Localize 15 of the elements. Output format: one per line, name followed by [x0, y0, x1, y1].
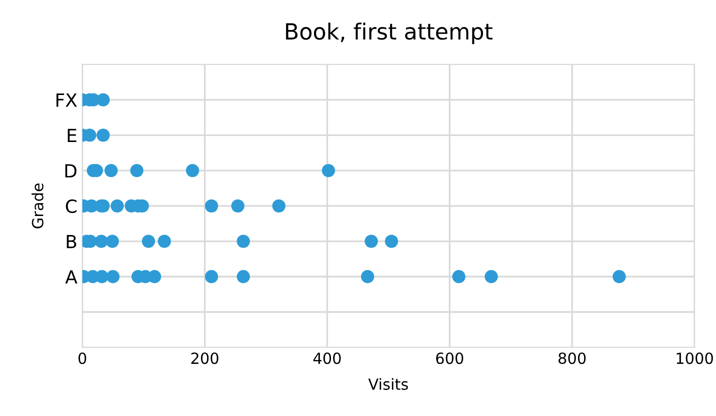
y-tick-label: D	[65, 164, 76, 178]
chart-title: Book, first attempt	[286, 22, 492, 44]
x-axis-title: Visits	[368, 378, 408, 390]
y-axis-title: Grade	[32, 183, 44, 228]
x-tick-label: 1000	[676, 352, 713, 364]
y-tick-label: B	[66, 234, 76, 248]
x-tick-label: 800	[558, 352, 586, 364]
y-tick-label: E	[68, 128, 76, 142]
x-tick-label: 400	[313, 352, 341, 364]
y-tick-label: C	[66, 199, 76, 214]
y-tick-label: FX	[56, 94, 77, 107]
x-tick-label: 600	[436, 352, 464, 364]
x-tick-label: 200	[191, 352, 218, 364]
y-tick-label: A	[65, 270, 78, 284]
x-tick-label: 0	[78, 352, 86, 364]
